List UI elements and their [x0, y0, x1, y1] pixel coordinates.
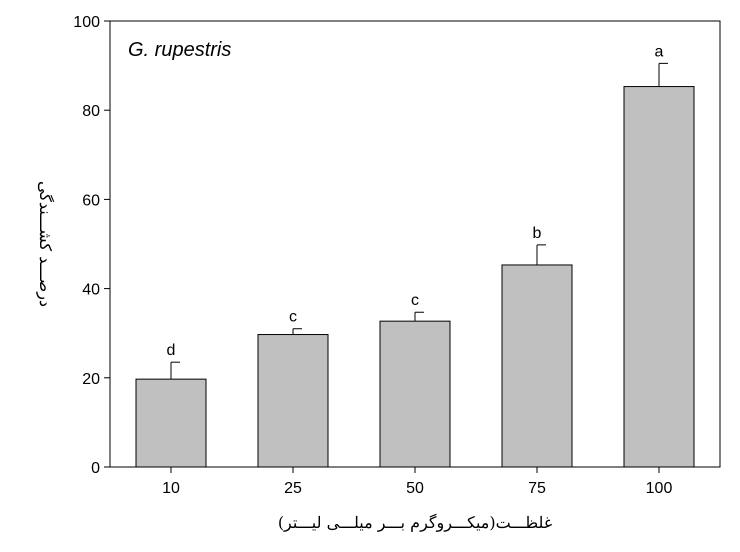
- x-tick-label: 75: [528, 480, 546, 497]
- plot-frame: [109, 20, 721, 468]
- labels-layer: G. rupestris درصـــد کشـــندگی غلظـــت(م…: [36, 14, 672, 532]
- bar-25: [257, 334, 329, 468]
- bar-75: [501, 264, 573, 468]
- significance-label: a: [655, 43, 664, 60]
- x-axis-title: غلظـــت(میکـــروگرم بـــر میلـــی لیـــت…: [278, 513, 552, 532]
- significance-label: c: [411, 292, 419, 309]
- y-tick-label: 80: [82, 103, 100, 120]
- bars-layer: [135, 86, 695, 468]
- x-tick-label: 10: [162, 480, 180, 497]
- axes-layer: [104, 20, 721, 473]
- significance-label: d: [167, 342, 176, 359]
- x-tick-label: 50: [406, 480, 424, 497]
- x-tick-label: 100: [646, 480, 673, 497]
- y-tick-label: 100: [73, 14, 100, 31]
- x-tick-label: 25: [284, 480, 302, 497]
- y-axis-title: درصـــد کشـــندگی: [36, 181, 55, 307]
- bar-50: [379, 320, 451, 468]
- error-bars-layer: [170, 62, 668, 380]
- y-tick-label: 0: [91, 460, 100, 477]
- significance-label: b: [533, 225, 542, 242]
- bar-10: [135, 378, 207, 468]
- significance-label: c: [289, 309, 297, 326]
- bar-100: [623, 86, 695, 468]
- y-tick-label: 40: [82, 282, 100, 299]
- panel-label: G. rupestris: [128, 39, 231, 61]
- y-tick-label: 20: [82, 371, 100, 388]
- y-tick-label: 60: [82, 192, 100, 209]
